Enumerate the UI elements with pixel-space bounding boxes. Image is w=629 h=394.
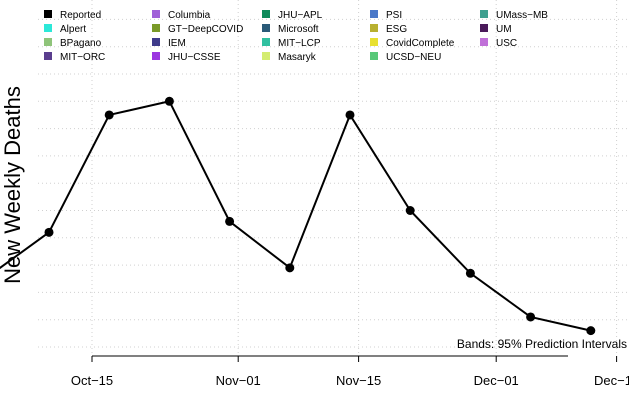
legend-swatch <box>262 52 270 60</box>
legend-swatch <box>152 38 160 46</box>
reported-point <box>526 312 536 322</box>
x-tick-label: Oct−15 <box>71 373 113 388</box>
y-axis-label: New Weekly Deaths <box>0 86 25 284</box>
reported-point <box>405 206 415 215</box>
legend-label: Columbia <box>168 10 211 21</box>
legend-swatch <box>262 38 270 46</box>
grid-lines <box>38 0 629 356</box>
band-note: Bands: 95% Prediction Intervals <box>457 337 627 351</box>
legend-label: JHU−CSSE <box>168 52 221 63</box>
legend-swatch <box>370 38 378 46</box>
legend-label: UCSD−NEU <box>386 52 441 63</box>
reported-point <box>44 227 54 237</box>
legend-swatch <box>44 38 52 46</box>
legend-swatch <box>480 24 488 32</box>
legend-label: CovidComplete <box>386 38 455 49</box>
legend-label: Reported <box>60 10 101 21</box>
x-tick-label: Nov−01 <box>216 373 261 388</box>
legend-swatch <box>370 24 378 32</box>
legend-label: UMass−MB <box>496 10 548 21</box>
reported-point <box>465 268 475 278</box>
legend-swatch <box>370 52 378 60</box>
legend-swatch <box>152 24 160 32</box>
legend-label: MIT−ORC <box>60 52 105 63</box>
legend-swatch <box>262 24 270 32</box>
x-tick-label: Nov−15 <box>336 373 381 388</box>
legend-label: BPagano <box>60 38 102 49</box>
legend-label: PSI <box>386 10 402 21</box>
legend-swatch <box>480 10 488 18</box>
legend-label: Alpert <box>60 24 86 35</box>
reported-series <box>0 96 596 336</box>
legend: Reported Alpert BPagano MIT−ORC Columbia GT−D… <box>44 10 548 63</box>
legend-swatch <box>44 24 52 32</box>
legend-label: Microsoft <box>278 24 319 35</box>
legend-label: IEM <box>168 38 186 49</box>
legend-swatch <box>44 10 52 18</box>
reported-point <box>586 326 596 336</box>
reported-point <box>225 216 235 226</box>
legend-label: ESG <box>386 24 407 35</box>
legend-swatch <box>44 52 52 60</box>
legend-label: GT−DeepCOVID <box>168 24 243 35</box>
legend-label: Masaryk <box>278 52 317 63</box>
x-tick-label: Dec−15 <box>594 373 629 388</box>
legend-label: MIT−LCP <box>278 38 321 49</box>
legend-swatch <box>480 38 488 46</box>
legend-swatch <box>152 52 160 60</box>
reported-point <box>164 96 174 106</box>
reported-point <box>104 110 114 120</box>
reported-point <box>285 263 295 273</box>
legend-label: USC <box>496 38 517 49</box>
legend-swatch <box>370 10 378 18</box>
legend-swatch <box>152 10 160 18</box>
x-tick-label: Dec−01 <box>474 373 519 388</box>
legend-swatch <box>262 10 270 18</box>
reported-point <box>345 110 355 120</box>
legend-label: JHU−APL <box>278 10 323 21</box>
legend-label: UM <box>496 24 512 35</box>
